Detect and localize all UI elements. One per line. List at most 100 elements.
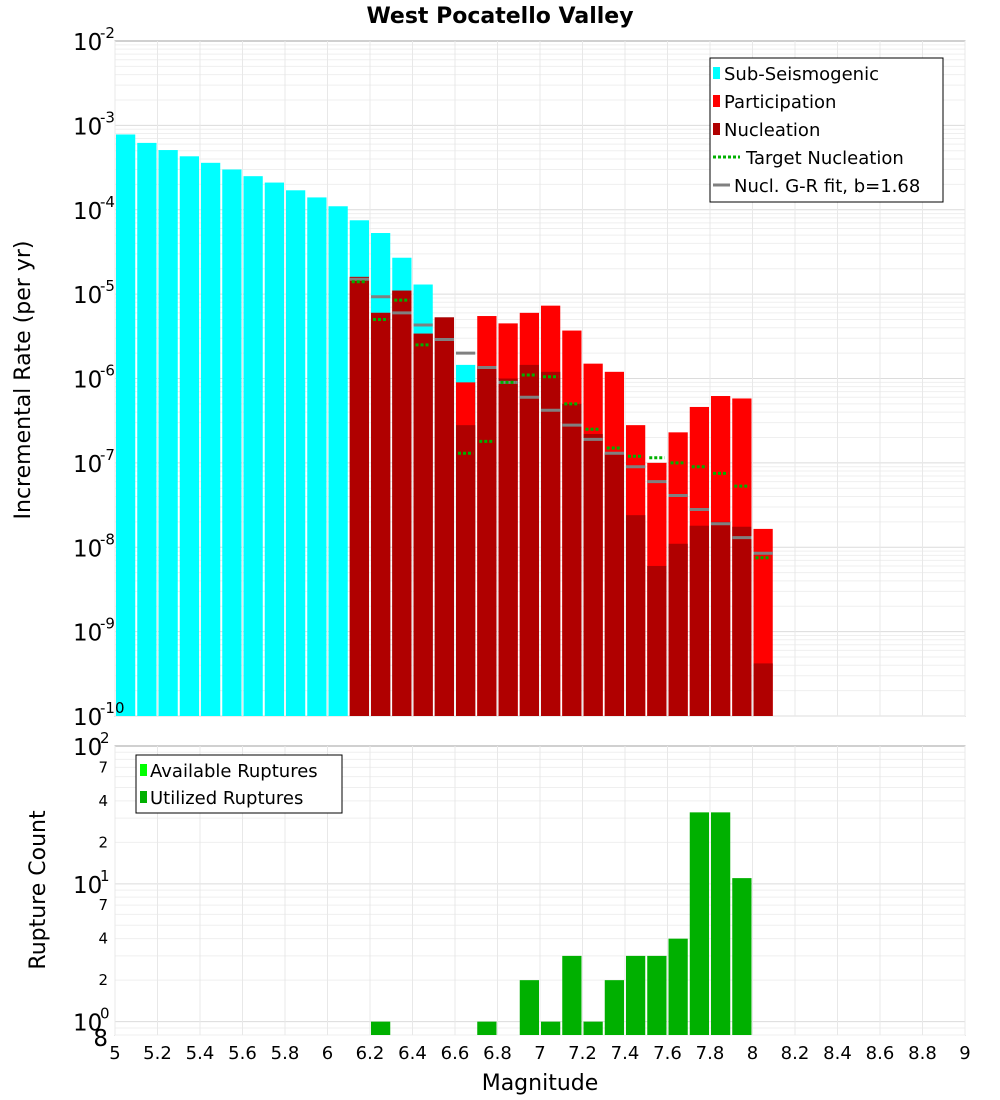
x-tick-label: 6.4 <box>398 1043 427 1064</box>
x-tick-label: 6.6 <box>441 1043 470 1064</box>
x-tick-label: 8.4 <box>823 1043 852 1064</box>
y-minor-tick-label: 4 <box>98 930 108 948</box>
y-tick-label: 10 <box>73 735 102 761</box>
y-tick-exponent: 0 <box>100 1005 110 1023</box>
utilized-ruptures-bar <box>477 1021 497 1035</box>
sub-seismogenic-bar <box>264 182 284 716</box>
rate-bars <box>116 134 773 717</box>
nucleation-bar <box>711 521 731 716</box>
nucleation-bar <box>604 453 624 716</box>
nucleation-bar <box>413 333 433 716</box>
y-tick-label: 10 <box>73 30 102 56</box>
nucleation-bar <box>668 543 688 716</box>
legend-label-nucleation: Nucleation <box>724 120 820 141</box>
x-axis-title: Magnitude <box>482 1071 599 1096</box>
y-minor-tick-label: 7 <box>98 896 108 914</box>
nucleation-bar <box>541 371 561 716</box>
legend-swatch-sub-seismogenic <box>713 67 720 79</box>
sub-seismogenic-bar <box>201 162 221 716</box>
legend-swatch-participation <box>713 95 720 107</box>
nucleation-bar <box>626 515 646 716</box>
y-minor-tick-label: 4 <box>98 792 108 810</box>
y-tick-exponent: -8 <box>100 530 115 548</box>
legend-swatch-nucleation <box>713 123 720 135</box>
sub-seismogenic-bar <box>222 169 242 716</box>
legend-label-gr-fit: Nucl. G-R fit, b=1.68 <box>734 176 920 197</box>
utilized-ruptures-bar <box>732 878 752 1035</box>
y-minor-tick-label: 7 <box>98 758 108 776</box>
nucleation-bar <box>498 378 518 716</box>
sub-seismogenic-bar <box>137 142 157 716</box>
legend-label-sub-seismogenic: Sub-Seismogenic <box>724 64 879 85</box>
utilized-ruptures-bar <box>689 812 709 1035</box>
legend-swatch-available-ruptures <box>140 764 147 776</box>
y-minor-tick-label: 2 <box>98 833 108 851</box>
rupture-y-axis-title: Rupture Count <box>26 810 51 970</box>
legend-label-target-nucleation: Target Nucleation <box>745 148 904 169</box>
utilized-ruptures-bar <box>626 955 646 1035</box>
y-tick-label: 10 <box>73 536 102 562</box>
y-minor-tick-label: 2 <box>98 971 108 989</box>
nucleation-bar <box>647 565 667 716</box>
rupture-bars <box>371 812 752 1035</box>
rate-y-axis-title: Incremental Rate (per yr) <box>11 241 36 520</box>
legend-swatch-utilized-ruptures <box>140 791 147 803</box>
utilized-ruptures-bar <box>668 938 688 1035</box>
y-tick-exponent: -4 <box>100 193 115 211</box>
nucleation-bar <box>477 366 497 716</box>
x-tick-label: 6.8 <box>483 1043 512 1064</box>
utilized-ruptures-bar <box>541 1021 561 1035</box>
y-tick-label: 10 <box>73 873 102 899</box>
utilized-ruptures-bar <box>371 1021 391 1035</box>
y-tick-label: 10 <box>73 621 102 647</box>
x-tick-label: 8.2 <box>781 1043 810 1064</box>
x-tick-label: 7.8 <box>696 1043 725 1064</box>
sub-seismogenic-bar <box>243 176 263 716</box>
legend-label-participation: Participation <box>724 92 836 113</box>
rate-legend-box <box>709 57 944 203</box>
x-tick-label: 9 <box>959 1043 970 1064</box>
x-tick-label: 5.8 <box>271 1043 300 1064</box>
nucleation-bar <box>583 433 603 716</box>
y-tick-label: 10 <box>73 114 102 140</box>
y-tick-exponent: -5 <box>100 277 115 295</box>
y-tick-exponent: 1 <box>100 867 110 885</box>
x-tick-label: 5.4 <box>186 1043 215 1064</box>
rate-line-marks <box>349 277 773 560</box>
y-tick-exponent: -6 <box>100 362 115 380</box>
nucleation-bar <box>349 276 369 716</box>
nucleation-bar <box>434 317 454 716</box>
y-tick-exponent: -10 <box>100 699 125 717</box>
sub-seismogenic-bar <box>158 150 178 716</box>
sub-seismogenic-bar <box>179 156 199 717</box>
rate-legend: Sub-Seismogenic Participation Nucleation… <box>709 57 944 203</box>
sub-seismogenic-bar <box>328 206 348 716</box>
y-tick-exponent: -7 <box>100 446 115 464</box>
sub-seismogenic-bar <box>116 134 136 717</box>
y-tick-exponent: -3 <box>100 108 115 126</box>
x-tick-label: 7 <box>534 1043 545 1064</box>
utilized-ruptures-bar <box>583 1021 603 1035</box>
sub-seismogenic-bar <box>286 190 306 716</box>
utilized-ruptures-bar <box>519 980 539 1035</box>
y-tick-label: 10 <box>73 283 102 309</box>
y-tick-label: 10 <box>73 368 102 394</box>
nucleation-bar <box>456 425 476 716</box>
nucleation-bar <box>371 312 391 716</box>
utilized-ruptures-bar <box>711 812 731 1035</box>
y-tick-label: 10 <box>73 199 102 225</box>
nucleation-bar <box>689 525 709 716</box>
y-tick-label: 10 <box>73 1011 102 1037</box>
x-tick-label: 7.6 <box>653 1043 682 1064</box>
x-tick-label: 7.4 <box>611 1043 640 1064</box>
x-tick-label: 5.6 <box>228 1043 257 1064</box>
legend-label-available-ruptures: Available Ruptures <box>150 761 318 782</box>
utilized-ruptures-bar <box>647 955 667 1035</box>
chart-title: West Pocatello Valley <box>366 4 633 29</box>
x-tick-label: 8.8 <box>908 1043 937 1064</box>
x-tick-label: 5 <box>109 1043 120 1064</box>
